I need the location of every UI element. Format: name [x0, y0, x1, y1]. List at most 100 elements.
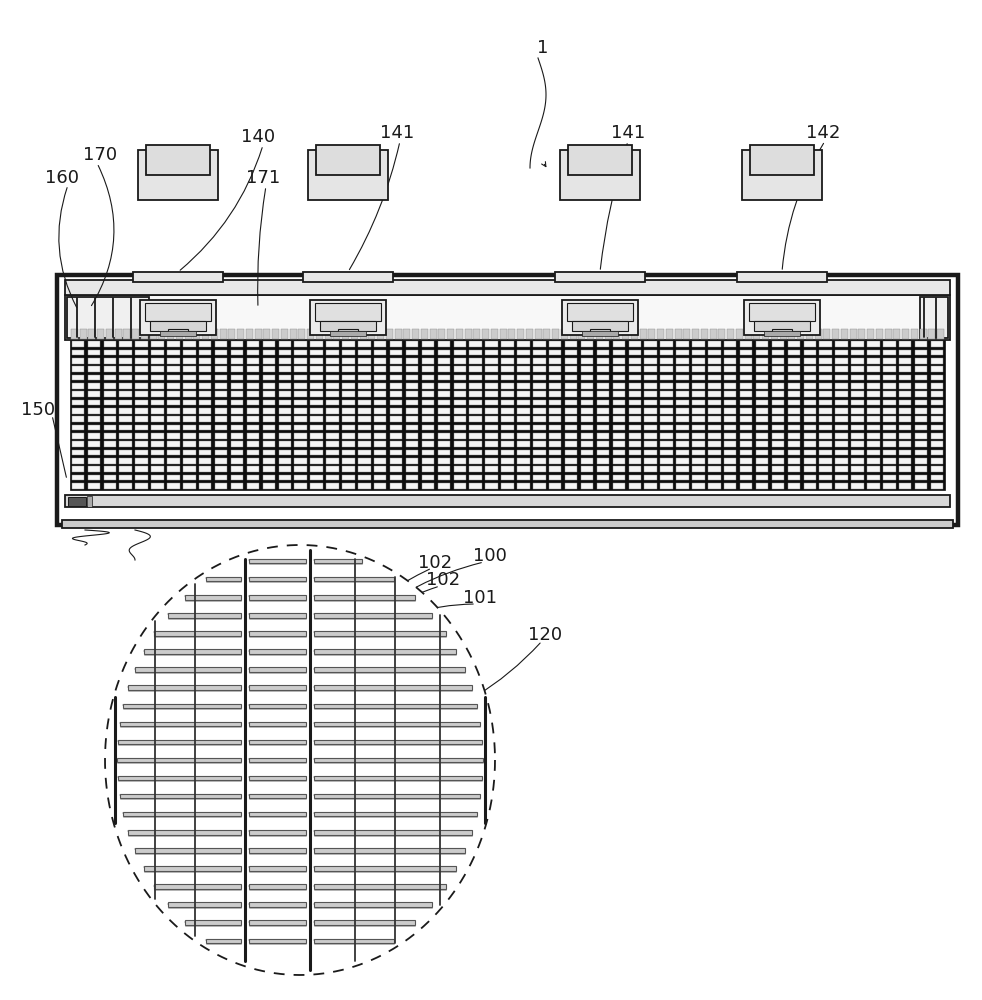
Bar: [151, 416, 164, 422]
Bar: [199, 408, 211, 414]
Bar: [485, 425, 498, 430]
Bar: [727, 329, 735, 339]
Bar: [310, 416, 323, 422]
Bar: [231, 350, 244, 355]
Bar: [231, 341, 244, 347]
Bar: [570, 329, 576, 339]
Bar: [429, 329, 437, 339]
Bar: [836, 358, 847, 364]
Bar: [215, 425, 228, 430]
Bar: [87, 375, 100, 380]
Bar: [295, 341, 307, 347]
Bar: [565, 458, 577, 464]
Bar: [87, 383, 100, 389]
Bar: [295, 483, 307, 489]
Bar: [772, 383, 785, 389]
Bar: [199, 450, 211, 455]
Bar: [438, 375, 450, 380]
Bar: [660, 416, 673, 422]
Bar: [836, 483, 847, 489]
Bar: [724, 375, 736, 380]
Bar: [406, 383, 418, 389]
Bar: [103, 341, 116, 347]
Text: 150: 150: [21, 401, 55, 419]
Bar: [739, 366, 752, 372]
Bar: [315, 303, 381, 320]
Bar: [215, 483, 228, 489]
Bar: [660, 475, 673, 480]
Bar: [485, 450, 498, 455]
Bar: [374, 366, 387, 372]
Bar: [279, 375, 291, 380]
Bar: [262, 450, 275, 455]
Bar: [454, 425, 466, 430]
Bar: [772, 375, 785, 380]
Bar: [183, 433, 195, 439]
Bar: [501, 483, 514, 489]
Bar: [772, 391, 785, 397]
Bar: [756, 366, 768, 372]
Bar: [454, 458, 466, 464]
Bar: [295, 400, 307, 405]
Bar: [724, 341, 736, 347]
Bar: [851, 416, 864, 422]
Bar: [851, 483, 864, 489]
Bar: [485, 433, 498, 439]
Bar: [518, 441, 529, 447]
Bar: [931, 408, 944, 414]
Bar: [308, 150, 388, 200]
Bar: [358, 391, 370, 397]
Bar: [739, 466, 752, 472]
Bar: [644, 366, 657, 372]
Bar: [469, 450, 482, 455]
Bar: [167, 475, 180, 480]
Bar: [310, 383, 323, 389]
Bar: [931, 441, 944, 447]
Bar: [279, 466, 291, 472]
Bar: [518, 341, 529, 347]
Bar: [374, 425, 387, 430]
Bar: [565, 483, 577, 489]
Bar: [183, 391, 195, 397]
Bar: [772, 425, 785, 430]
Bar: [262, 475, 275, 480]
Bar: [915, 400, 927, 405]
Bar: [724, 358, 736, 364]
Bar: [692, 383, 705, 389]
Bar: [199, 341, 211, 347]
Bar: [290, 329, 297, 339]
Bar: [739, 400, 752, 405]
Bar: [724, 441, 736, 447]
Bar: [120, 383, 132, 389]
Bar: [739, 341, 752, 347]
Bar: [819, 441, 832, 447]
Bar: [390, 441, 403, 447]
Bar: [412, 329, 419, 339]
Bar: [931, 375, 944, 380]
Bar: [660, 466, 673, 472]
Bar: [342, 433, 355, 439]
Bar: [314, 939, 394, 943]
Bar: [677, 466, 688, 472]
Bar: [628, 350, 641, 355]
Bar: [314, 704, 476, 708]
Bar: [549, 433, 562, 439]
Bar: [358, 375, 370, 380]
Bar: [183, 400, 195, 405]
Bar: [310, 341, 323, 347]
Bar: [342, 466, 355, 472]
Text: 160: 160: [45, 169, 79, 187]
Bar: [314, 812, 476, 816]
Bar: [902, 329, 909, 339]
Bar: [57, 275, 958, 525]
Bar: [72, 475, 84, 480]
Bar: [215, 391, 228, 397]
Bar: [421, 425, 434, 430]
Bar: [406, 466, 418, 472]
Bar: [867, 450, 880, 455]
Bar: [390, 458, 403, 464]
Bar: [326, 350, 339, 355]
Bar: [803, 341, 816, 347]
Bar: [342, 441, 355, 447]
Bar: [739, 475, 752, 480]
